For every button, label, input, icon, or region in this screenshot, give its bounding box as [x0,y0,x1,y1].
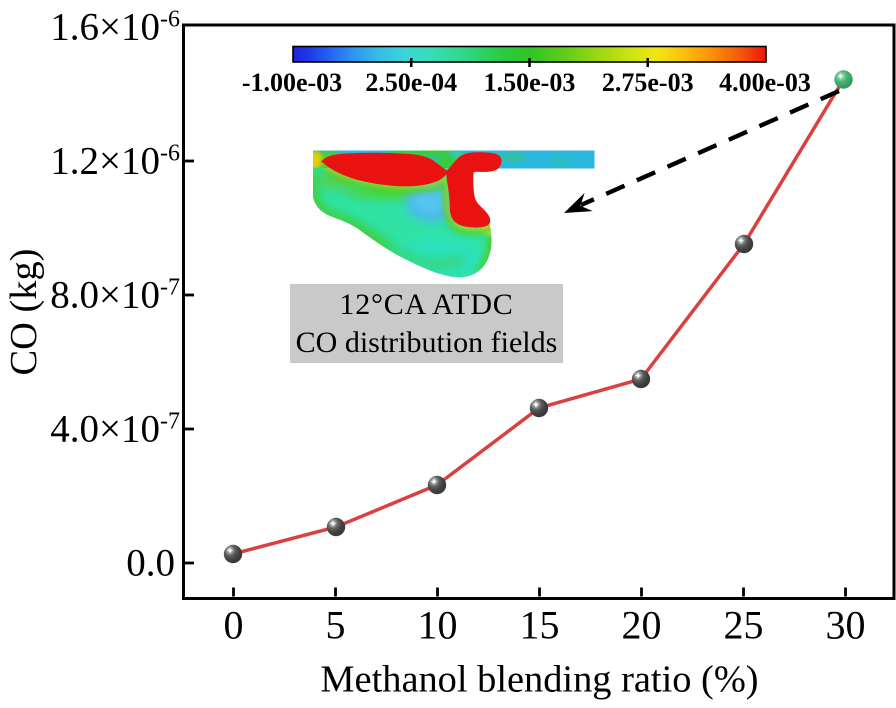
svg-text:30: 30 [826,603,866,648]
svg-text:CO (kg): CO (kg) [3,249,45,376]
svg-text:1.50e-03: 1.50e-03 [484,68,576,97]
svg-text:4.0×10-7: 4.0×10-7 [50,408,180,451]
svg-text:0: 0 [224,603,244,648]
svg-text:8.0×10-7: 8.0×10-7 [50,274,180,317]
svg-text:Methanol blending ratio (%): Methanol blending ratio (%) [320,659,758,701]
svg-text:12°CA ATDC: 12°CA ATDC [339,288,513,321]
svg-text:0.0: 0.0 [126,542,175,585]
svg-text:2.50e-04: 2.50e-04 [365,68,457,97]
svg-text:25: 25 [724,603,764,648]
svg-text:10: 10 [418,603,458,648]
svg-text:-1.00e-03: -1.00e-03 [242,68,342,97]
svg-text:15: 15 [520,603,560,648]
svg-text:4.00e-03: 4.00e-03 [719,68,811,97]
svg-text:5: 5 [326,603,346,648]
svg-text:1.2×10-6: 1.2×10-6 [50,140,180,183]
svg-text:20: 20 [622,603,662,648]
svg-text:CO distribution fields: CO distribution fields [296,326,558,359]
svg-text:2.75e-03: 2.75e-03 [602,68,694,97]
svg-text:1.6×10-6: 1.6×10-6 [50,6,180,49]
